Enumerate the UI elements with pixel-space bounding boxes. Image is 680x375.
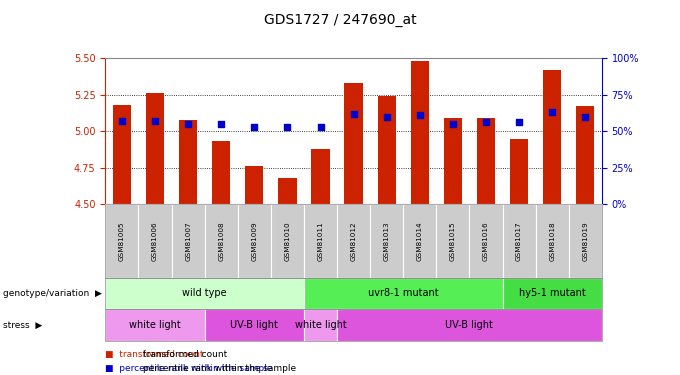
Point [513,120,524,126]
Text: GSM81009: GSM81009 [252,221,257,261]
Text: GSM81018: GSM81018 [549,221,555,261]
Text: GSM81005: GSM81005 [119,221,125,261]
Text: GSM81012: GSM81012 [351,221,356,261]
Bar [212,141,231,204]
Bar [345,83,362,204]
Point [580,114,591,120]
Text: wild type: wild type [182,288,227,298]
Point [414,112,425,118]
Point [116,118,127,124]
Text: GSM81006: GSM81006 [152,221,158,261]
Text: percentile rank within the sample: percentile rank within the sample [143,364,296,373]
Point [249,124,260,130]
Text: white light: white light [294,320,346,330]
Bar [245,166,263,204]
Point [547,109,558,115]
Text: UV-B light: UV-B light [231,320,278,330]
Bar [477,118,495,204]
Text: transformed count: transformed count [143,350,227,359]
Point [381,114,392,120]
Text: hy5-1 mutant: hy5-1 mutant [519,288,585,298]
Text: uvr8-1 mutant: uvr8-1 mutant [368,288,439,298]
Text: GSM81011: GSM81011 [318,221,324,261]
Text: ■  percentile rank within the sample: ■ percentile rank within the sample [105,364,273,373]
Point [183,121,194,127]
Bar [510,138,528,204]
Bar [113,105,131,204]
Text: stress  ▶: stress ▶ [3,321,43,330]
Text: GDS1727 / 247690_at: GDS1727 / 247690_at [264,13,416,27]
Text: GSM81016: GSM81016 [483,221,489,261]
Text: GSM81019: GSM81019 [582,221,588,261]
Bar [179,120,197,204]
Text: GSM81017: GSM81017 [516,221,522,261]
Point [216,121,226,127]
Point [315,124,326,130]
Point [447,121,458,127]
Text: GSM81010: GSM81010 [284,221,290,261]
Text: genotype/variation  ▶: genotype/variation ▶ [3,289,102,298]
Text: GSM81007: GSM81007 [185,221,191,261]
Text: GSM81014: GSM81014 [417,221,423,261]
Bar [576,106,594,204]
Bar [311,149,330,204]
Text: white light: white light [129,320,181,330]
Text: GSM81013: GSM81013 [384,221,390,261]
Bar [411,61,429,204]
Bar [146,93,164,204]
Point [348,111,359,117]
Text: GSM81008: GSM81008 [218,221,224,261]
Text: GSM81015: GSM81015 [450,221,456,261]
Text: UV-B light: UV-B light [445,320,494,330]
Bar [278,178,296,204]
Bar [377,96,396,204]
Bar [543,70,561,204]
Point [282,124,293,130]
Point [481,120,492,126]
Text: ■  transformed count: ■ transformed count [105,350,204,359]
Bar [444,118,462,204]
Point [150,118,160,124]
